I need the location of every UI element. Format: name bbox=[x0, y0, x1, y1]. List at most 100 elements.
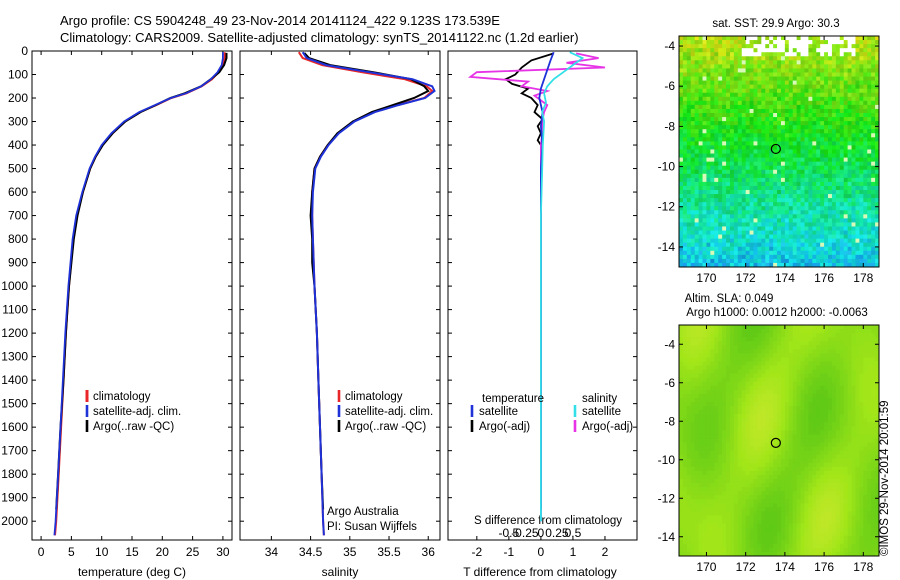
y-tick-label: 2000 bbox=[1, 514, 28, 528]
map-cell bbox=[741, 466, 747, 472]
map-cell bbox=[800, 72, 805, 77]
map-cell bbox=[741, 377, 747, 383]
map-cell bbox=[788, 210, 794, 215]
map-cell bbox=[761, 218, 766, 223]
map-cell bbox=[682, 523, 688, 529]
map-cell bbox=[722, 539, 727, 545]
map-cell bbox=[867, 80, 872, 86]
map-cell bbox=[769, 511, 774, 516]
series-line-t-argo-adj- bbox=[503, 52, 554, 510]
map-cell bbox=[726, 487, 731, 492]
map-cell bbox=[792, 422, 798, 427]
map-cell bbox=[780, 349, 786, 354]
map-cell bbox=[828, 145, 833, 150]
map-cell bbox=[706, 531, 711, 537]
map-cell bbox=[855, 84, 860, 90]
map-cell bbox=[780, 234, 786, 240]
map-cell bbox=[714, 190, 719, 195]
x-tick-label: 20 bbox=[156, 545, 170, 559]
map-cell bbox=[784, 129, 790, 134]
map-cell bbox=[769, 177, 774, 183]
map-cell bbox=[690, 357, 696, 362]
map-cell bbox=[835, 194, 841, 199]
map-cell bbox=[741, 100, 747, 106]
map-cell bbox=[769, 60, 774, 65]
map-cell bbox=[792, 430, 798, 435]
map-cell bbox=[780, 551, 786, 557]
map-cell bbox=[824, 76, 829, 81]
map-cell bbox=[769, 226, 774, 231]
map-cell bbox=[784, 483, 790, 488]
map-cell bbox=[792, 329, 798, 334]
map-cell bbox=[812, 206, 817, 211]
map-cell bbox=[796, 531, 801, 537]
map-cell bbox=[718, 385, 723, 391]
map-cell bbox=[804, 165, 809, 171]
map-cell bbox=[749, 483, 754, 488]
map-cell bbox=[741, 547, 747, 553]
map-cell bbox=[706, 462, 711, 468]
map-cell bbox=[694, 202, 700, 207]
map-cell bbox=[788, 357, 794, 362]
map-cell bbox=[757, 385, 762, 391]
map-cell bbox=[788, 190, 794, 195]
map-cell bbox=[682, 218, 688, 223]
map-cell bbox=[698, 551, 703, 557]
map-cell bbox=[800, 450, 805, 456]
map-cell bbox=[855, 254, 860, 260]
map-cell bbox=[792, 515, 798, 520]
map-cell bbox=[773, 389, 778, 395]
map-cell bbox=[828, 169, 833, 175]
map-cell bbox=[694, 466, 700, 472]
map-cell bbox=[855, 104, 860, 110]
map-cell bbox=[749, 438, 754, 443]
map-cell bbox=[765, 230, 770, 235]
map-cell bbox=[737, 523, 743, 529]
map-cell bbox=[765, 84, 770, 90]
map-cell bbox=[726, 397, 731, 403]
x-tick-label: 2 bbox=[602, 545, 609, 559]
map-cell bbox=[831, 250, 837, 256]
map-cell bbox=[714, 234, 719, 240]
map-cell bbox=[753, 333, 758, 338]
map-cell bbox=[706, 430, 711, 435]
map-cell bbox=[722, 418, 727, 423]
map-cell bbox=[706, 198, 711, 203]
map-cell bbox=[679, 385, 684, 391]
map-cell bbox=[698, 254, 703, 260]
map-cell bbox=[769, 80, 774, 86]
map-cell bbox=[816, 181, 821, 187]
map-cell bbox=[726, 230, 731, 235]
map-cell bbox=[733, 104, 739, 110]
map-cell bbox=[777, 64, 782, 69]
map-cell bbox=[835, 210, 841, 215]
map-cell bbox=[761, 373, 766, 379]
map-cell bbox=[804, 64, 809, 69]
map-cell bbox=[839, 76, 845, 81]
map-cell bbox=[694, 222, 700, 227]
map-cell bbox=[808, 52, 813, 57]
map-cell bbox=[729, 238, 735, 244]
map-cell bbox=[800, 349, 805, 354]
map-cell bbox=[835, 190, 841, 195]
map-cell bbox=[796, 418, 801, 423]
map-cell bbox=[773, 198, 778, 203]
map-cell bbox=[820, 117, 825, 122]
map-cell bbox=[761, 333, 766, 338]
map-cell bbox=[765, 190, 770, 195]
map-cell bbox=[722, 177, 727, 183]
map-cell bbox=[831, 141, 837, 146]
map-cell bbox=[765, 173, 770, 179]
map-cell bbox=[706, 113, 711, 118]
map-cell bbox=[800, 483, 805, 488]
map-cell bbox=[745, 246, 750, 252]
legend-label: Argo(..raw -QC) bbox=[93, 421, 174, 433]
map-cell bbox=[757, 434, 762, 439]
map-cell bbox=[726, 333, 731, 338]
map-cell bbox=[792, 60, 798, 65]
map-cell bbox=[831, 80, 837, 86]
map-cell bbox=[800, 129, 805, 134]
map-cell bbox=[679, 479, 684, 484]
map-cell bbox=[816, 141, 821, 146]
map-cell bbox=[710, 426, 715, 431]
